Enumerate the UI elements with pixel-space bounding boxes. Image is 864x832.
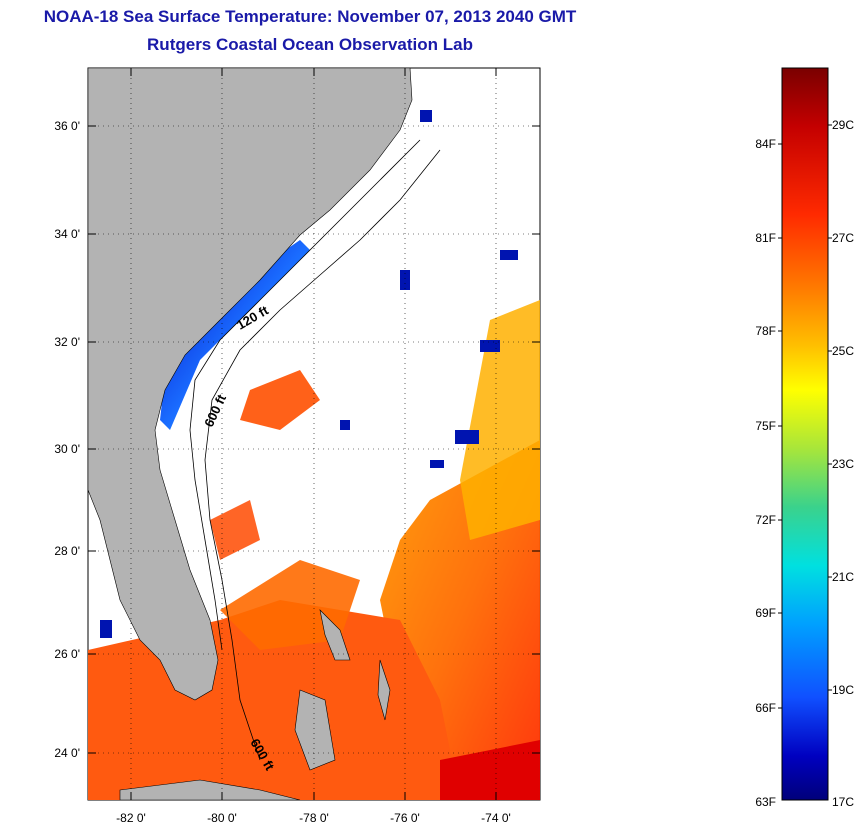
lon-tick-label: -74 0' bbox=[481, 811, 511, 825]
colorbar-label-c: 27C bbox=[832, 231, 854, 245]
warm-patch-offshore-2 bbox=[210, 500, 260, 560]
land-mass bbox=[88, 68, 413, 701]
yellow-east-band bbox=[460, 300, 540, 540]
lat-tick-label: 32 0' bbox=[54, 335, 80, 349]
colorbar-label-c: 25C bbox=[832, 344, 854, 358]
map-title: NOAA-18 Sea Surface Temperature: Novembe… bbox=[43, 7, 577, 26]
colorbar-label-f: 63F bbox=[755, 795, 776, 809]
lat-tick-label: 26 0' bbox=[54, 647, 80, 661]
lat-tick-label: 34 0' bbox=[54, 227, 80, 241]
map-subtitle: Rutgers Coastal Ocean Observation Lab bbox=[147, 35, 473, 54]
contour-600ft bbox=[204, 149, 441, 761]
lat-tick-label: 36 0' bbox=[54, 119, 80, 133]
colorbar bbox=[781, 67, 829, 801]
colorbar-label-f: 69F bbox=[755, 606, 776, 620]
bahamas-abaco bbox=[319, 609, 351, 661]
colorbar-ticks bbox=[778, 124, 832, 709]
colorbar-label-c: 19C bbox=[832, 683, 854, 697]
colorbar-label-f: 78F bbox=[755, 324, 776, 338]
bahamas-eleuthera bbox=[377, 659, 391, 721]
colorbar-label-f: 66F bbox=[755, 701, 776, 715]
colorbar-label-f: 84F bbox=[755, 137, 776, 151]
lon-tick-label: -80 0' bbox=[207, 811, 237, 825]
cuba-coast bbox=[119, 779, 301, 800]
lat-tick-label: 30 0' bbox=[54, 442, 80, 456]
colorbar-label-f: 72F bbox=[755, 513, 776, 527]
lon-tick-label: -78 0' bbox=[299, 811, 329, 825]
graticule bbox=[88, 68, 540, 800]
lat-tick-label: 28 0' bbox=[54, 544, 80, 558]
colorbar-label-c: 21C bbox=[832, 570, 854, 584]
colorbar-label-f: 81F bbox=[755, 231, 776, 245]
colorbar-label-c: 23C bbox=[832, 457, 854, 471]
axis-ticks bbox=[88, 68, 540, 800]
lat-tick-label: 24 0' bbox=[54, 746, 80, 760]
colorbar-label-f: 75F bbox=[755, 419, 776, 433]
lon-tick-label: -76 0' bbox=[390, 811, 420, 825]
colorbar-label-c: 29C bbox=[832, 118, 854, 132]
lon-tick-label: -82 0' bbox=[116, 811, 146, 825]
bahamas-andros bbox=[294, 689, 336, 771]
contour-120ft bbox=[189, 139, 421, 651]
map-content bbox=[88, 68, 540, 800]
warm-patch-offshore bbox=[240, 370, 320, 430]
colorbar-label-c: 17C bbox=[832, 795, 854, 809]
hot-spot-se bbox=[440, 740, 540, 800]
